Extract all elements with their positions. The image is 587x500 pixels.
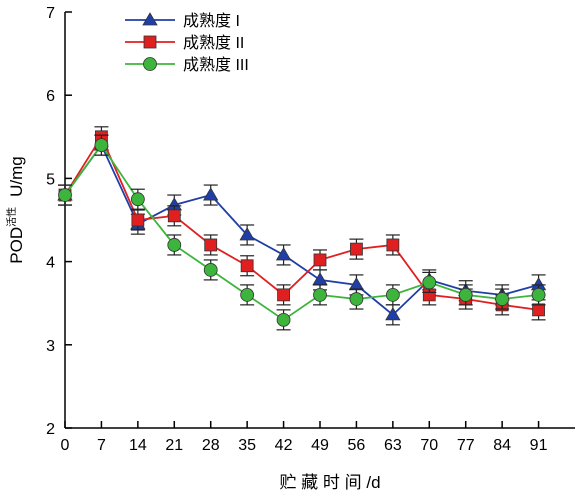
data-point — [240, 259, 254, 273]
legend: 成熟度 I 成熟度 II 成熟度 III — [125, 12, 249, 74]
y-tick-label: 2 — [46, 421, 55, 438]
y-tick-label: 3 — [46, 338, 55, 355]
x-tick-label: 49 — [311, 437, 329, 454]
data-point — [495, 292, 510, 306]
x-tick-label: 35 — [238, 437, 256, 454]
y-axis-title-sub: 活性 — [5, 207, 18, 227]
data-point — [532, 303, 545, 317]
data-point — [94, 138, 109, 153]
data-point — [313, 287, 327, 302]
data-point — [385, 287, 400, 302]
legend-item-3: 成熟度 III — [125, 56, 249, 74]
y-tick-label: 6 — [46, 88, 55, 105]
data-point — [167, 238, 182, 252]
data-point — [58, 188, 72, 202]
x-tick-label: 14 — [129, 437, 147, 454]
x-tick-label: 84 — [493, 437, 511, 454]
x-tick-label: 0 — [61, 437, 70, 454]
x-tick-label: 91 — [530, 437, 548, 454]
x-axis-title: 贮 藏 时 间 /d — [279, 473, 380, 492]
legend-label: 成熟度 I — [183, 12, 240, 30]
data-point — [276, 312, 291, 327]
data-point — [277, 288, 290, 302]
data-point — [203, 263, 218, 277]
x-tick-label: 28 — [202, 437, 220, 454]
x-tick-label: 7 — [97, 437, 106, 454]
y-axis-title: POD活性 U/mg — [5, 156, 26, 263]
legend-marker — [143, 57, 157, 71]
data-point — [167, 209, 181, 223]
y-tick-label: 7 — [46, 5, 55, 22]
series-group — [57, 126, 547, 331]
data-point — [531, 287, 546, 302]
data-point — [240, 287, 255, 302]
data-point — [239, 227, 255, 241]
data-point — [386, 238, 400, 252]
data-point — [349, 292, 364, 306]
x-tick-label: 42 — [275, 437, 293, 454]
data-point — [458, 287, 473, 302]
data-point — [422, 275, 437, 290]
data-point — [275, 247, 292, 261]
x-tick-label: 21 — [165, 437, 183, 454]
legend-marker — [143, 35, 157, 49]
data-point — [204, 238, 218, 252]
x-tick-label: 56 — [348, 437, 366, 454]
y-axis-title-main: POD — [7, 227, 26, 264]
series-3 — [58, 134, 546, 331]
legend-label: 成熟度 II — [183, 34, 244, 52]
y-tick-label: 4 — [46, 255, 55, 272]
y-tick-label: 5 — [46, 171, 55, 188]
data-point — [130, 192, 145, 207]
x-tick-label: 77 — [457, 437, 475, 454]
y-axis-title-unit: U/mg — [7, 156, 26, 197]
x-tick-label: 70 — [420, 437, 438, 454]
legend-marker — [142, 12, 158, 26]
legend-item-1: 成熟度 I — [125, 12, 240, 30]
data-point — [312, 272, 328, 286]
legend-item-2: 成熟度 II — [125, 34, 244, 52]
data-point — [203, 187, 219, 201]
data-point — [131, 213, 145, 227]
data-point — [385, 307, 401, 321]
data-point — [313, 253, 327, 267]
legend-label: 成熟度 III — [183, 56, 249, 74]
data-point — [350, 242, 363, 256]
x-tick-label: 63 — [384, 437, 402, 454]
